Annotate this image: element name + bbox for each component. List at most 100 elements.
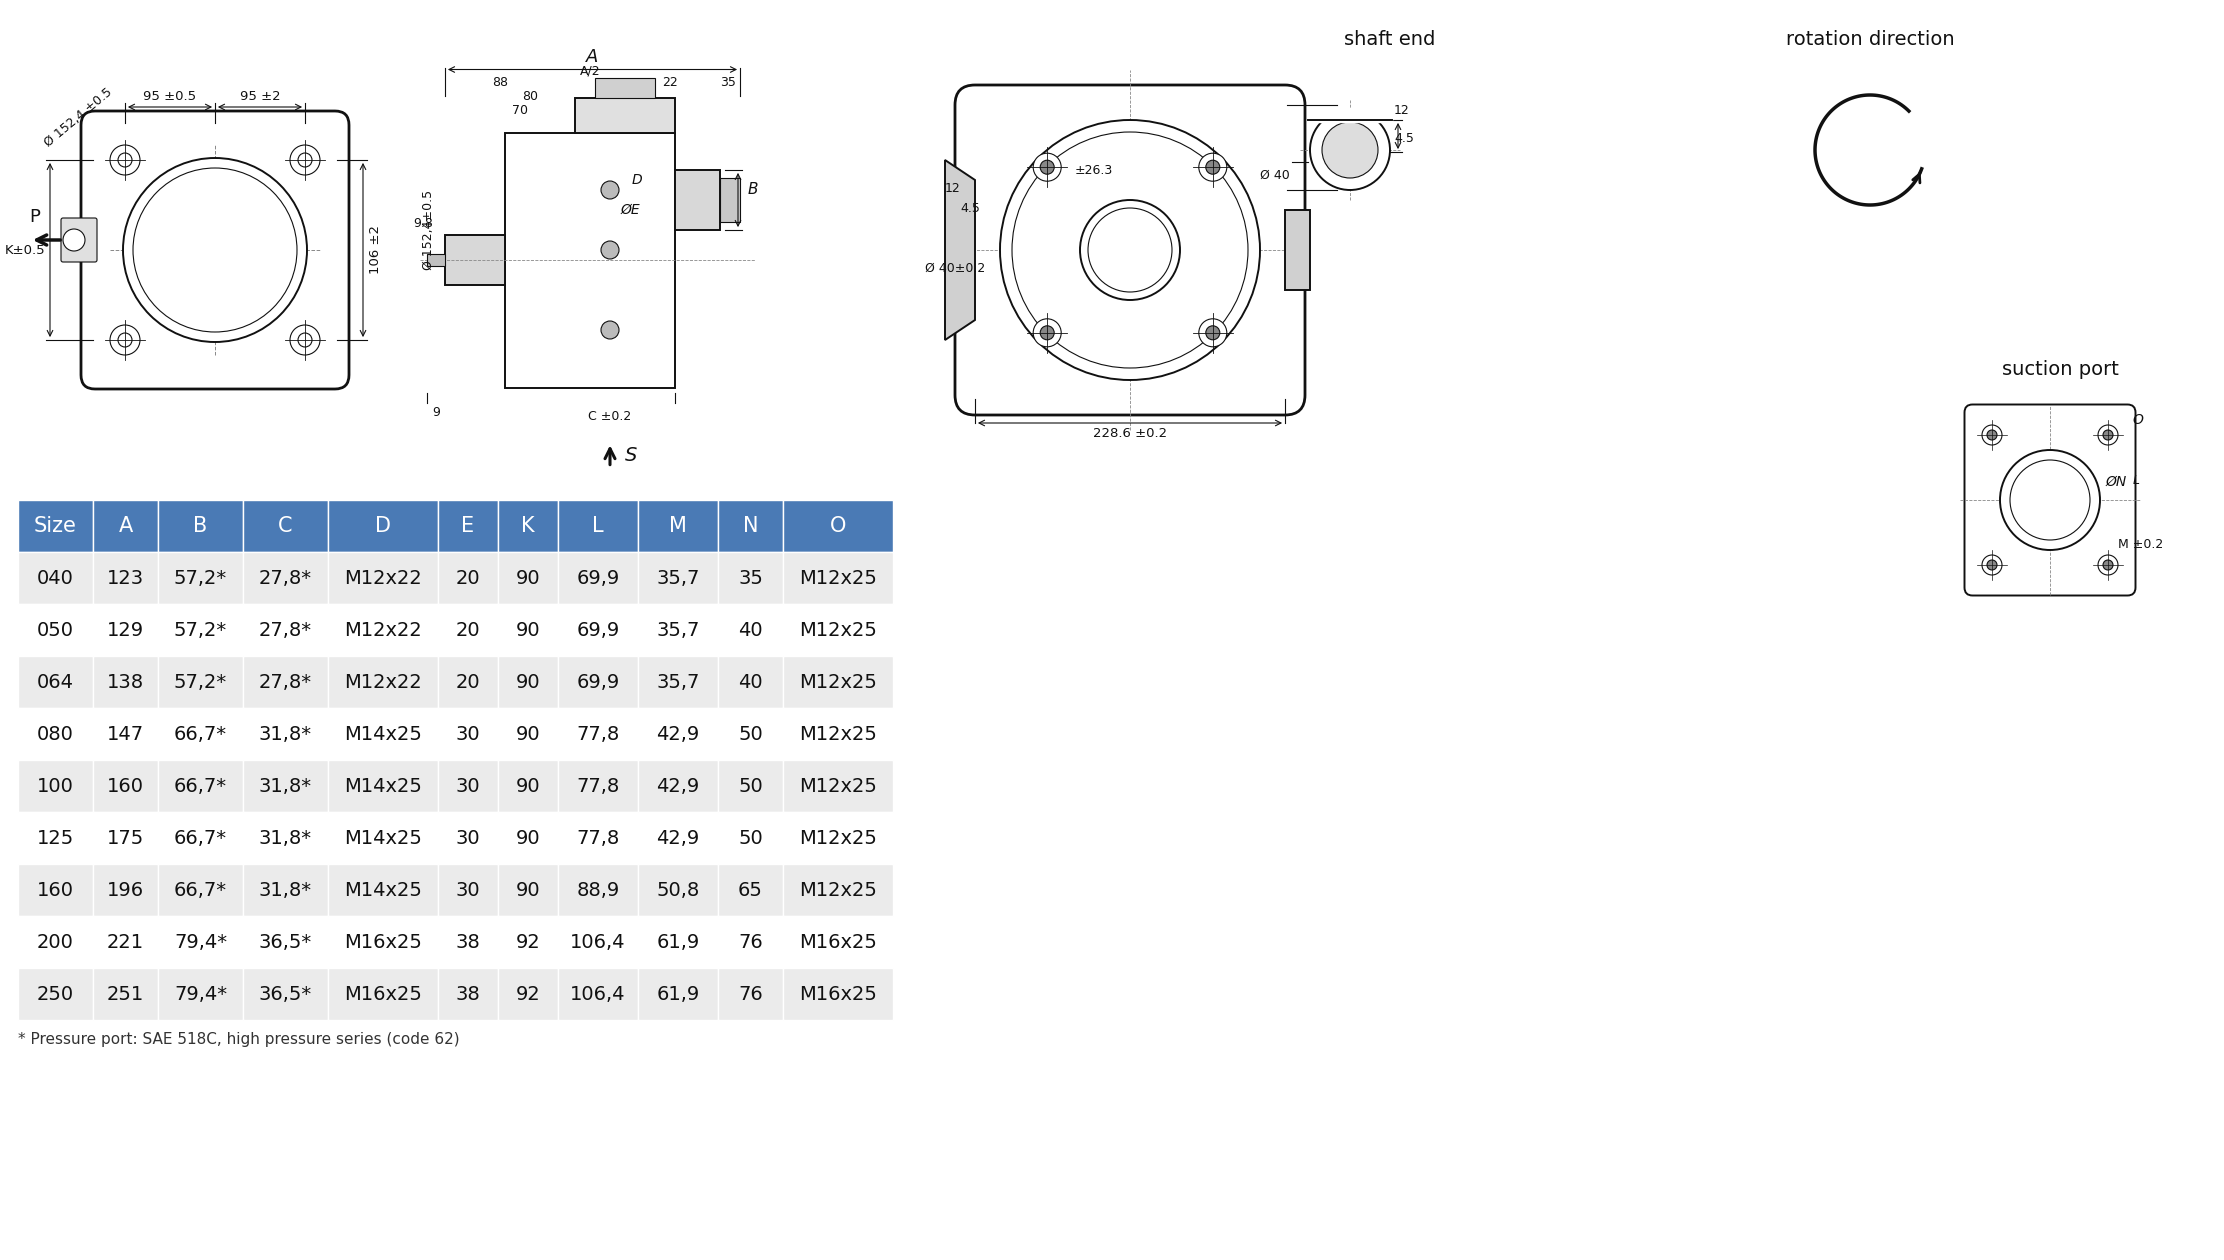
Bar <box>327 968 438 1021</box>
Bar <box>242 760 327 811</box>
Text: L: L <box>2133 474 2139 486</box>
Text: M14x25: M14x25 <box>345 881 423 900</box>
Text: 22: 22 <box>1341 141 1357 154</box>
Bar <box>327 708 438 760</box>
Text: M12x25: M12x25 <box>798 881 876 900</box>
Text: D: D <box>376 517 391 536</box>
Text: S: S <box>625 446 638 465</box>
Text: 125: 125 <box>38 829 73 848</box>
Bar <box>638 811 718 864</box>
Bar <box>558 656 638 708</box>
Text: 90: 90 <box>516 881 540 900</box>
Text: 4.5: 4.5 <box>1394 131 1414 145</box>
Circle shape <box>1199 154 1228 181</box>
Circle shape <box>118 333 131 347</box>
Text: A: A <box>587 48 598 66</box>
Circle shape <box>289 145 320 175</box>
Text: 36,5*: 36,5* <box>258 932 311 951</box>
Bar <box>18 500 93 552</box>
Text: M12x25: M12x25 <box>798 568 876 587</box>
Text: 147: 147 <box>107 724 145 743</box>
Text: 175: 175 <box>107 829 145 848</box>
Bar <box>498 552 558 604</box>
Text: 35: 35 <box>721 77 736 89</box>
Text: M12x25: M12x25 <box>798 776 876 795</box>
Circle shape <box>118 152 131 168</box>
Text: B: B <box>747 183 758 198</box>
Text: M: M <box>669 517 687 536</box>
FancyBboxPatch shape <box>954 84 1305 415</box>
Text: O: O <box>830 517 845 536</box>
Bar <box>18 968 93 1021</box>
Text: 35,7: 35,7 <box>656 568 701 587</box>
Circle shape <box>62 229 85 251</box>
Text: 35: 35 <box>738 568 763 587</box>
Bar <box>718 708 783 760</box>
Bar <box>242 604 327 656</box>
Bar <box>242 708 327 760</box>
Circle shape <box>1205 160 1219 174</box>
Text: 080: 080 <box>38 724 73 743</box>
Text: 040: 040 <box>38 568 73 587</box>
Text: 90: 90 <box>516 620 540 640</box>
Bar <box>242 864 327 916</box>
Text: 92: 92 <box>516 984 540 1003</box>
Text: 38: 38 <box>456 984 480 1003</box>
Circle shape <box>1310 110 1390 190</box>
Bar <box>18 864 93 916</box>
Bar <box>427 255 445 266</box>
Bar <box>638 760 718 811</box>
Text: 106 ±2: 106 ±2 <box>369 226 383 275</box>
Bar <box>327 811 438 864</box>
Bar <box>327 916 438 968</box>
Text: 79,4*: 79,4* <box>173 932 227 951</box>
Text: 221: 221 <box>107 932 145 951</box>
Text: 40: 40 <box>738 620 763 640</box>
Circle shape <box>600 241 618 260</box>
Bar <box>18 708 93 760</box>
Bar <box>558 604 638 656</box>
Bar <box>242 811 327 864</box>
Text: M12x22: M12x22 <box>345 673 423 692</box>
Text: M16x25: M16x25 <box>798 932 876 951</box>
Text: 200: 200 <box>38 932 73 951</box>
Text: 27,8*: 27,8* <box>258 673 311 692</box>
Text: 129: 129 <box>107 620 145 640</box>
Bar <box>783 656 894 708</box>
Text: A: A <box>118 517 133 536</box>
Text: M12x25: M12x25 <box>798 724 876 743</box>
Text: 90: 90 <box>516 724 540 743</box>
Text: 42,9: 42,9 <box>656 776 701 795</box>
Circle shape <box>1034 154 1061 181</box>
Bar <box>558 968 638 1021</box>
Text: 30: 30 <box>456 776 480 795</box>
Text: 77,8: 77,8 <box>576 724 620 743</box>
Text: M12x25: M12x25 <box>798 673 876 692</box>
Bar <box>93 968 158 1021</box>
Circle shape <box>1001 120 1261 381</box>
Text: 36,5*: 36,5* <box>258 984 311 1003</box>
Bar <box>783 500 894 552</box>
Text: B: B <box>193 517 207 536</box>
Text: 61,9: 61,9 <box>656 984 701 1003</box>
Text: Ø 40: Ø 40 <box>1261 169 1290 181</box>
Bar <box>783 864 894 916</box>
Circle shape <box>2097 554 2117 575</box>
Text: M12x22: M12x22 <box>345 568 423 587</box>
Text: 35,7: 35,7 <box>656 620 701 640</box>
Bar <box>158 968 242 1021</box>
Bar <box>498 916 558 968</box>
Bar <box>158 656 242 708</box>
Bar <box>158 500 242 552</box>
Text: Ø 152,4 ±0.5: Ø 152,4 ±0.5 <box>42 86 116 150</box>
FancyBboxPatch shape <box>60 218 98 262</box>
Circle shape <box>2104 430 2113 440</box>
Text: 27,8*: 27,8* <box>258 620 311 640</box>
Bar <box>158 708 242 760</box>
Text: 27,8*: 27,8* <box>258 568 311 587</box>
Text: 90: 90 <box>516 673 540 692</box>
Text: 31,8*: 31,8* <box>258 724 311 743</box>
Text: 38: 38 <box>456 932 480 951</box>
Text: 80: 80 <box>523 91 538 103</box>
Text: M14x25: M14x25 <box>345 829 423 848</box>
